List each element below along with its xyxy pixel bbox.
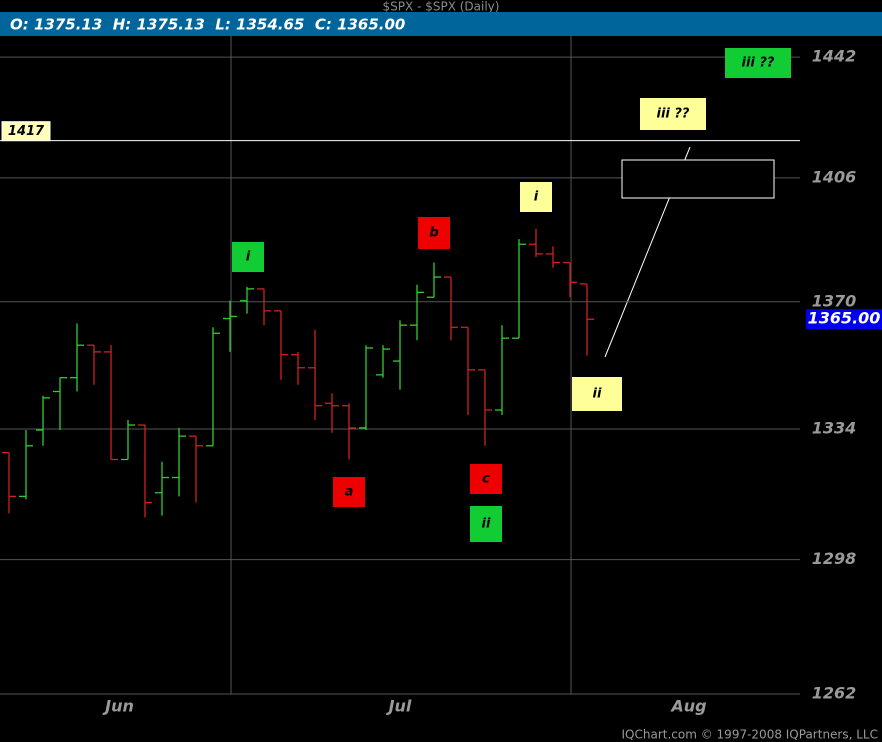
y-tick-label: 1262 (812, 683, 857, 702)
annotation-box (470, 506, 502, 542)
annotation-box (470, 464, 502, 494)
ohlc-bar (308, 329, 323, 421)
ohlc-bar (53, 377, 68, 431)
ohlc-bar (528, 228, 543, 258)
annotation-box (572, 377, 622, 411)
ohlc-bar (121, 420, 136, 461)
annotation-label: b (429, 226, 438, 241)
ohlc-bar (511, 239, 526, 339)
annotation-label: i (246, 250, 251, 265)
annotation-label: ii (482, 517, 491, 532)
annotation-label: c (482, 472, 490, 487)
annotation-box (418, 217, 450, 249)
annotation-label: iii ?? (742, 56, 775, 71)
annotation-label: i (534, 190, 539, 205)
x-tick-label: Jun (102, 697, 134, 716)
x-tick-label: Jul (386, 697, 412, 716)
header-bar (0, 12, 882, 36)
annotation-box (333, 477, 365, 507)
y-tick-label: 1298 (812, 549, 857, 568)
x-tick-label: Aug (669, 697, 706, 716)
ohlc-bar (240, 286, 255, 314)
ohlc-bar (291, 351, 306, 385)
ohlc-bar (274, 310, 289, 380)
ohlc-bar (257, 288, 272, 326)
reference-label-box (1, 121, 51, 142)
ohlc-bar (477, 369, 492, 446)
ohlc-bar (104, 345, 119, 461)
ohlc-bar (87, 344, 102, 385)
ohlc-bar (545, 246, 560, 268)
ohlc-bar (376, 345, 391, 378)
ohlc-bar (206, 327, 221, 447)
y-tick-label: 1442 (812, 47, 857, 66)
annotation-box (621, 159, 775, 199)
ohlc-bar (2, 451, 17, 514)
ohlc-bar (409, 284, 424, 341)
annotation-label: ii (593, 387, 602, 402)
footer: IQChart.com © 1997-2008 IQPartners, LLC (622, 728, 878, 742)
ohlc-bar (342, 403, 357, 460)
annotation-box (725, 48, 791, 78)
ohlc-bar (70, 323, 85, 392)
ohlc-bar (223, 300, 238, 352)
ohlc-bar (494, 325, 509, 416)
y-tick-label: 1406 (812, 167, 857, 186)
ohlc-bar (138, 424, 153, 518)
ohlc-bar (443, 276, 458, 341)
ohlc-bar (426, 262, 441, 298)
ohlc-bar (172, 427, 187, 497)
y-tick-label: 1370 (812, 291, 857, 310)
chart-title: $SPX - $SPX (Daily) (383, 0, 500, 14)
ohlc-bar (359, 345, 374, 431)
reference-label: 1417 (8, 124, 45, 139)
ohlc-bar (19, 430, 34, 500)
ohlc-bar (36, 395, 51, 446)
annotation-label: a (345, 485, 354, 500)
y-tick-label: 1334 (812, 418, 857, 437)
ohlc-bar (325, 393, 340, 433)
ohlc-bar (155, 461, 170, 516)
annotation-box (640, 98, 706, 130)
annotation-box (232, 242, 264, 272)
ohlc-bar (189, 435, 204, 503)
last-price-label: 1365.00 (808, 309, 881, 328)
ohlc-bar (460, 326, 475, 416)
ohlc-bar (579, 283, 594, 356)
annotation-box (520, 182, 552, 212)
last-price-box (806, 309, 882, 330)
ohlc-header: O: 1375.13 H: 1375.13 L: 1354.65 C: 1365… (10, 16, 405, 34)
ohlc-bar (562, 261, 577, 298)
annotation-label: iii ?? (657, 107, 690, 122)
ohlc-bar (393, 320, 407, 390)
annotation-label: IF iii=i--->1417 (628, 167, 739, 182)
